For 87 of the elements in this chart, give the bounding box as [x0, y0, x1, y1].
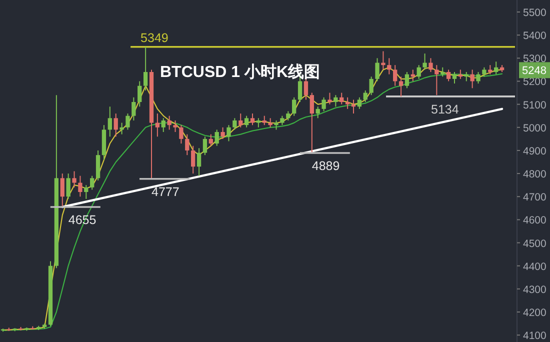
y-tick-label: 4600 — [523, 214, 547, 227]
candlestick — [292, 96, 296, 116]
y-tick-label: 4900 — [523, 145, 547, 158]
candlestick — [416, 64, 421, 80]
candlestick — [84, 184, 88, 200]
candlestick — [126, 113, 130, 130]
candlestick — [72, 170, 76, 188]
candlestick — [345, 96, 350, 110]
candlestick — [114, 113, 118, 138]
candlestick — [161, 118, 166, 132]
candlestick — [66, 173, 70, 200]
ref-line-label: 5349 — [140, 30, 168, 45]
candlestick — [440, 66, 445, 78]
candlestick — [387, 58, 392, 75]
candlestick — [143, 46, 148, 91]
candlestick — [120, 122, 124, 135]
y-tick-label: 4200 — [523, 307, 547, 319]
candlestick — [482, 66, 486, 78]
candlestick — [274, 120, 278, 130]
text: BTCUSD 1 小时K线图 — [160, 63, 320, 81]
candlestick — [268, 118, 272, 128]
candlestick — [220, 126, 225, 140]
candlestick — [244, 115, 249, 128]
candlestick — [422, 53, 427, 70]
candlestick — [476, 72, 480, 84]
candlestick — [363, 90, 368, 102]
candlestick — [60, 173, 64, 208]
candlestick — [196, 148, 202, 176]
candlestick — [322, 96, 326, 112]
candlestick — [262, 115, 266, 126]
y-tick-label: 4700 — [523, 192, 547, 204]
candlestick — [328, 92, 332, 105]
candlestick — [185, 134, 190, 156]
candlestick — [398, 76, 404, 97]
candlestick — [238, 113, 243, 128]
candlestick — [226, 124, 231, 142]
candlestick — [96, 150, 100, 181]
candlestick — [179, 124, 184, 144]
candlestick — [167, 115, 172, 130]
candlestick — [488, 64, 492, 75]
candlestick — [214, 129, 219, 146]
candlestick — [191, 145, 196, 174]
candlestick — [393, 64, 398, 86]
candlestick — [446, 69, 451, 82]
y-tick-label: 4500 — [523, 238, 547, 250]
candlestick — [208, 134, 213, 146]
candlestick — [452, 72, 457, 84]
y-tick-label: 5300 — [523, 53, 547, 66]
candlestick — [404, 72, 410, 89]
candlestick — [494, 61, 498, 75]
candlestick — [334, 94, 338, 108]
candlestick — [470, 69, 474, 89]
y-tick-label: 4300 — [523, 284, 547, 296]
candlestick — [369, 76, 374, 96]
candlestick — [232, 118, 237, 130]
candlestick — [381, 50, 386, 70]
candlestick — [138, 80, 142, 108]
y-tick-label: 5200 — [523, 76, 547, 88]
candlestick — [316, 106, 320, 119]
candlestick — [340, 92, 344, 105]
candlestick — [78, 175, 82, 198]
candlestick — [280, 115, 284, 126]
text: 5248 — [522, 65, 546, 78]
y-tick-label: 4100 — [523, 330, 547, 342]
candlestick — [108, 106, 112, 138]
candlestick — [256, 118, 261, 128]
candlestick — [286, 110, 290, 121]
candlestick — [173, 120, 178, 132]
annotation: 4777 — [152, 184, 180, 199]
y-tick-label: 5400 — [523, 30, 547, 42]
y-tick-label: 5000 — [523, 122, 547, 134]
annotation: 4889 — [312, 159, 340, 173]
candlestick — [132, 96, 136, 121]
ref-line-label: 5134 — [431, 102, 459, 116]
candlestick — [428, 58, 433, 72]
candlestick — [357, 96, 362, 110]
candlestick — [375, 58, 380, 82]
y-tick-label: 5500 — [523, 7, 547, 19]
candlestick — [310, 92, 314, 154]
candlestick — [202, 136, 208, 156]
y-tick-label: 5100 — [523, 99, 547, 112]
y-tick-label: 4400 — [523, 260, 547, 273]
candlestick — [155, 113, 160, 138]
candlestick — [434, 64, 439, 96]
candlestick — [90, 175, 94, 190]
candlestick — [250, 113, 255, 126]
y-tick-label: 4800 — [523, 168, 547, 181]
